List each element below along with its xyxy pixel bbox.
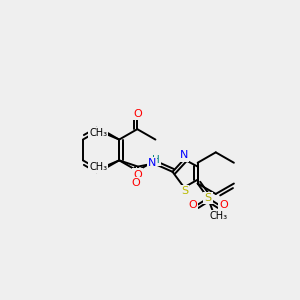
Text: H: H xyxy=(152,154,160,165)
Text: O: O xyxy=(133,169,142,180)
Text: N: N xyxy=(148,158,156,168)
Text: O: O xyxy=(188,200,197,210)
Text: O: O xyxy=(131,178,140,188)
Text: CH₃: CH₃ xyxy=(89,128,107,138)
Text: O: O xyxy=(219,200,228,210)
Text: N: N xyxy=(180,151,188,160)
Text: CH₃: CH₃ xyxy=(89,162,107,172)
Text: S: S xyxy=(205,193,212,203)
Text: CH₃: CH₃ xyxy=(209,211,227,221)
Text: O: O xyxy=(134,109,142,118)
Text: S: S xyxy=(181,186,188,196)
